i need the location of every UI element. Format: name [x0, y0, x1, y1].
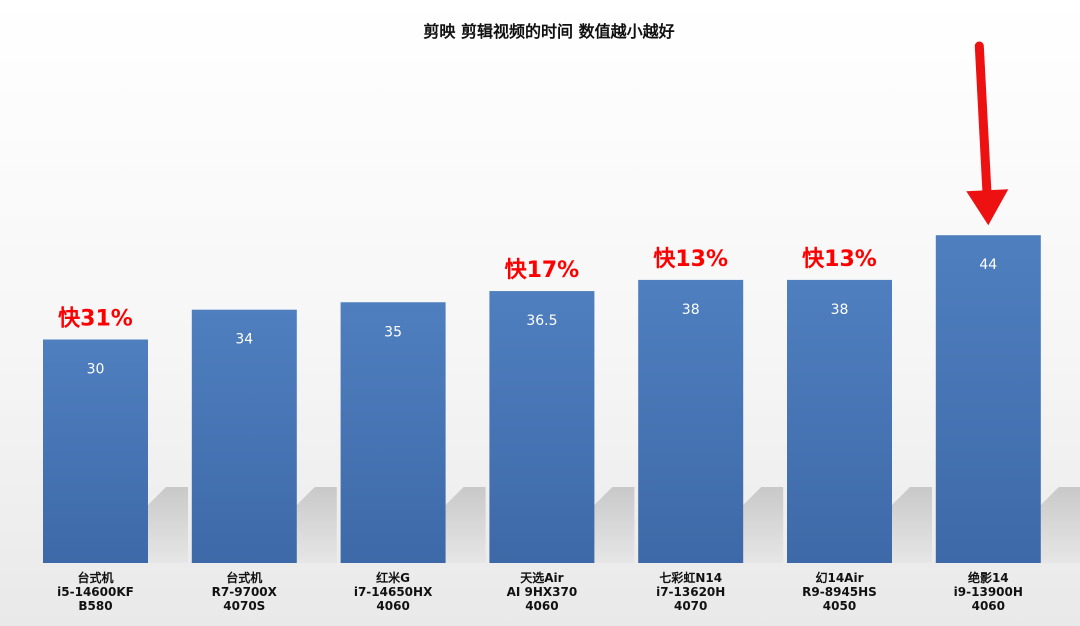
bar-shadow — [594, 487, 635, 563]
bar-value-label: 35 — [384, 324, 402, 340]
value-labels: 30 34 35 36.5 38 38 44 — [87, 257, 998, 377]
bars — [43, 235, 1041, 563]
category-label: 绝影14 i9-13900H 4060 — [954, 570, 1023, 613]
speed-annotation: 快13% — [653, 247, 728, 272]
bar-value-label: 30 — [87, 362, 105, 378]
bar — [340, 302, 446, 563]
bar-value-label: 38 — [831, 302, 849, 318]
bar — [638, 279, 744, 563]
category-label: 天选Air AI 9HX370 4060 — [507, 570, 578, 613]
bar-shadow — [892, 487, 932, 563]
bar-shadow — [445, 487, 486, 563]
category-label: 台式机 R7-9700X 4070S — [212, 570, 278, 613]
arrow-shaft — [974, 41, 992, 204]
bar-shadow — [296, 487, 337, 563]
category-label: 幻14Air R9-8945HS 4050 — [802, 570, 877, 613]
bar — [191, 309, 297, 563]
category-label: 七彩虹N14 i7-13620H 4070 — [656, 570, 725, 613]
bar-value-label: 38 — [682, 302, 700, 318]
category-label: 红米G i7-14650HX 4060 — [354, 570, 433, 613]
bar-shadow — [1040, 487, 1080, 563]
speed-annotation: 快31% — [58, 307, 133, 332]
category-label: 台式机 i5-14600KF B580 — [57, 570, 134, 613]
speed-annotation: 快13% — [802, 247, 877, 272]
bar-value-label: 36.5 — [526, 313, 557, 329]
bar — [935, 235, 1041, 563]
bar — [787, 279, 892, 563]
speed-annotation: 快17% — [505, 258, 580, 283]
category-labels: 台式机 i5-14600KF B580 台式机 R7-9700X 4070S 红米G i7-1… — [57, 570, 1023, 613]
bar-value-label: 44 — [979, 257, 997, 273]
annotations: 快31% 快17% 快13% 快13% — [58, 247, 877, 332]
bar-shadows — [148, 487, 1080, 563]
arrow-head — [966, 189, 1009, 226]
bar-shadow — [148, 487, 188, 563]
bar-value-label: 34 — [235, 332, 253, 348]
chart-title: 剪映 剪辑视频的时间 数值越小越好 — [423, 22, 674, 41]
bar — [43, 339, 148, 563]
bar — [489, 291, 595, 563]
highlight-arrow — [966, 41, 1009, 226]
bar-shadow — [743, 487, 784, 563]
